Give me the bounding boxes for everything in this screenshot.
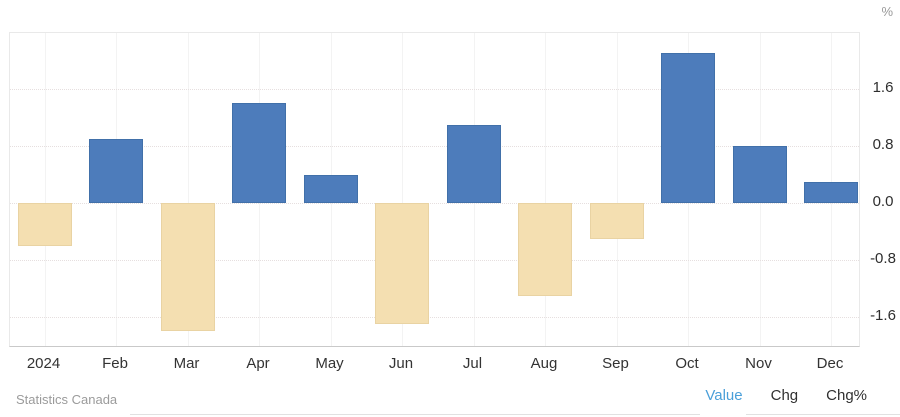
- bar-apr[interactable]: [232, 103, 286, 203]
- y-axis-tick-label: 0.8: [872, 136, 894, 153]
- gridline-horizontal: [10, 89, 859, 90]
- x-axis-label-apr: Apr: [246, 355, 270, 372]
- gridline-vertical: [44, 33, 46, 346]
- gridline-horizontal: [10, 260, 859, 261]
- x-axis-label-oct: Oct: [675, 355, 699, 372]
- x-axis-label-dec: Dec: [816, 355, 844, 372]
- footer-link-value[interactable]: Value: [705, 387, 743, 404]
- x-axis-label-feb: Feb: [102, 355, 128, 372]
- bar-dec[interactable]: [804, 181, 858, 203]
- bar-aug[interactable]: [518, 203, 572, 296]
- y-axis-tick-label: 1.6: [872, 79, 894, 96]
- bar-oct[interactable]: [661, 53, 715, 203]
- bar-mar[interactable]: [160, 203, 215, 332]
- bar-jul[interactable]: [446, 124, 501, 203]
- source-label: Statistics Canada: [16, 392, 118, 407]
- x-axis-label-sep: Sep: [602, 355, 629, 372]
- plot-area: [9, 32, 860, 347]
- y-axis-tick-label: -0.8: [870, 250, 896, 267]
- gridline-vertical: [545, 33, 546, 346]
- bar-jun[interactable]: [375, 203, 429, 325]
- gridline-horizontal: [10, 146, 859, 147]
- bar-may[interactable]: [303, 174, 358, 203]
- footer-link-chg[interactable]: Chg: [770, 387, 799, 404]
- x-axis-label-aug: Aug: [530, 355, 558, 372]
- footer-link-chg-[interactable]: Chg%: [826, 387, 867, 404]
- y-axis-tick-label: 0.0: [872, 193, 894, 210]
- x-axis-label-mar: Mar: [173, 355, 200, 372]
- x-axis-label-jul: Jul: [462, 355, 483, 372]
- x-axis-label-2024: 2024: [26, 355, 61, 372]
- footer-divider-right: [746, 414, 900, 415]
- x-axis-label-nov: Nov: [745, 355, 772, 372]
- gridline-vertical: [616, 33, 618, 346]
- bar-2024[interactable]: [17, 203, 72, 246]
- footer-links: Value Chg Chg%: [705, 387, 867, 404]
- x-axis-label-may: May: [315, 355, 344, 372]
- y-axis-unit-label: %: [881, 4, 893, 19]
- bar-sep[interactable]: [589, 203, 644, 239]
- x-axis-label-jun: Jun: [388, 355, 414, 372]
- gridline-horizontal: [10, 317, 859, 318]
- bar-nov[interactable]: [732, 146, 787, 203]
- bar-feb[interactable]: [89, 138, 143, 203]
- footer-divider-left: [130, 414, 700, 415]
- y-axis-tick-label: -1.6: [870, 307, 896, 324]
- gridline-horizontal: [10, 203, 859, 204]
- gridline-vertical: [187, 33, 189, 346]
- gridline-vertical: [402, 33, 403, 346]
